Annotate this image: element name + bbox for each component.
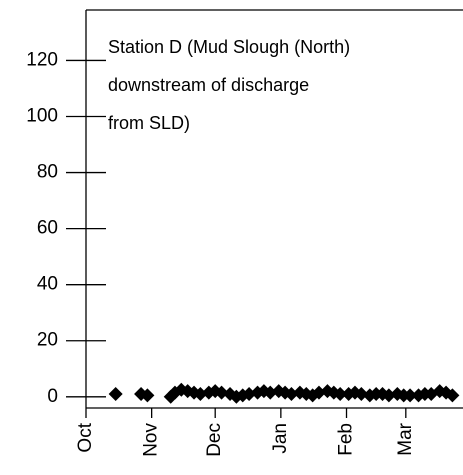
x-tick-label: Dec — [204, 423, 225, 457]
data-point — [381, 388, 396, 403]
data-point — [284, 386, 299, 401]
x-tick-label: Nov — [141, 423, 162, 457]
data-point — [354, 386, 369, 401]
y-tick-label: 0 — [47, 386, 58, 407]
data-point — [193, 386, 208, 401]
x-tick-label: Jan — [270, 423, 291, 454]
data-point — [108, 386, 123, 401]
y-tick-label: 100 — [26, 106, 58, 127]
y-tick-label: 20 — [37, 330, 58, 351]
y-tick-label: 60 — [37, 218, 58, 239]
x-tick-label: Mar — [395, 422, 416, 455]
annotation: Station D (Mud Slough (North) — [108, 37, 350, 57]
data-point — [403, 388, 418, 403]
x-tick-label: Feb — [336, 423, 357, 456]
data-point — [263, 385, 278, 400]
y-tick-label: 120 — [26, 49, 58, 70]
y-tick-label: 40 — [37, 274, 58, 295]
x-tick-label: Oct — [75, 422, 96, 452]
y-tick-label: 80 — [37, 162, 58, 183]
data-point — [140, 388, 155, 403]
data-point — [333, 386, 348, 401]
annotation: downstream of discharge — [108, 75, 309, 95]
annotation: from SLD) — [108, 113, 190, 133]
data-point — [242, 386, 257, 401]
data-point — [445, 388, 460, 403]
data-point — [214, 385, 229, 400]
data-point — [311, 385, 326, 400]
